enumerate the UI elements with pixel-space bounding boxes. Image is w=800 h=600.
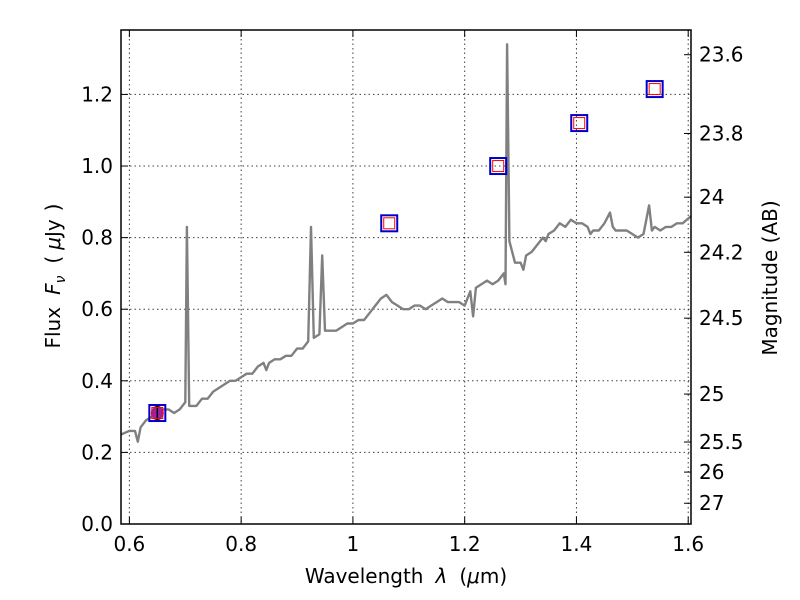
y-tick-label: 1.0 xyxy=(81,154,113,178)
photometry-points xyxy=(148,80,664,423)
grid xyxy=(121,30,691,525)
model-square xyxy=(573,117,586,130)
model-square xyxy=(151,407,164,420)
model-square xyxy=(492,160,505,173)
right-tick-label: 24.5 xyxy=(699,306,744,330)
x-label-open: ( xyxy=(459,564,467,588)
x-tick-label: 1.2 xyxy=(449,532,481,556)
photometry-square xyxy=(489,157,508,176)
y-label-word: Flux xyxy=(41,307,65,349)
y-tick-label: 0.8 xyxy=(81,226,113,250)
photometry-square xyxy=(645,80,664,99)
x-tick-label: 1 xyxy=(347,532,360,556)
x-label-unit: m) xyxy=(480,564,507,588)
right-tick-label: 25 xyxy=(699,382,724,406)
x-tick-label: 0.8 xyxy=(225,532,257,556)
y-tick-label: 0.4 xyxy=(81,369,113,393)
x-axis-label: Wavelength λ (μm) xyxy=(305,564,507,588)
spectrum-series xyxy=(120,43,692,443)
y-tick-label: 1.2 xyxy=(81,82,113,106)
x-label-word: Wavelength xyxy=(305,564,424,588)
x-label-mu: μ xyxy=(466,564,480,588)
x-label-symbol: λ xyxy=(434,564,447,588)
spectrum-line xyxy=(120,43,692,443)
right-tick-label: 23.8 xyxy=(699,121,744,145)
y-tick-label: 0.6 xyxy=(81,297,113,321)
y-label-symbol: F xyxy=(41,283,65,295)
y-axis-label: Flux Fν ( μJy) xyxy=(41,203,69,348)
right-tick-label: 27 xyxy=(699,491,724,515)
y-label-subscript: ν xyxy=(53,275,69,283)
y-tick-label: 0.2 xyxy=(81,440,113,464)
y-label-close: ) xyxy=(41,203,65,211)
photometry-square xyxy=(570,114,589,133)
plot-area-frame xyxy=(120,29,692,525)
photometry-square xyxy=(380,214,399,233)
right-axis-label: Magnitude (AB) xyxy=(758,200,782,355)
right-tick-label: 24 xyxy=(699,185,724,209)
right-tick-label: 25.5 xyxy=(699,430,744,454)
model-square xyxy=(648,83,661,96)
photometry-square xyxy=(148,404,167,423)
right-tick-label: 23.6 xyxy=(699,43,744,67)
x-tick-label: 0.6 xyxy=(113,532,145,556)
right-tick-label: 26 xyxy=(699,460,724,484)
y-label-open: ( xyxy=(41,256,65,264)
axis-ticks: 0.6 0.8 1 1.2 1.4 1.6 0.0 0.2 0.4 0.6 0.8 1.0 1.2 23.… xyxy=(81,30,744,556)
y-label-unit: Jy xyxy=(41,219,65,239)
right-tick-label: 24.2 xyxy=(699,240,744,264)
model-square xyxy=(383,217,396,230)
x-tick-label: 1.4 xyxy=(561,532,593,556)
y-tick-label: 0.0 xyxy=(81,512,113,536)
x-tick-label: 1.6 xyxy=(672,532,704,556)
y-label-mu: μ xyxy=(41,237,65,251)
